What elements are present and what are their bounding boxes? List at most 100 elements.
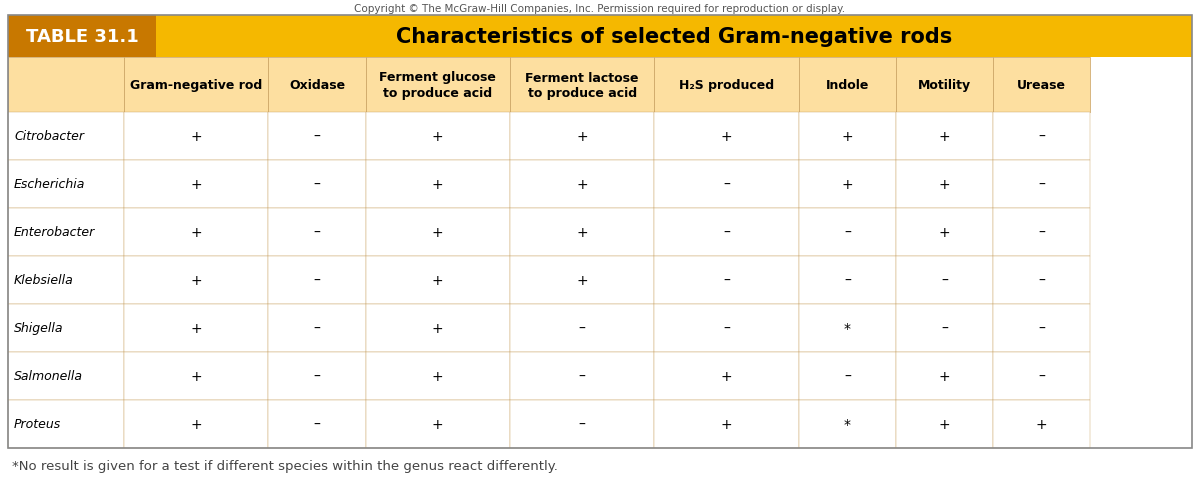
Text: Ferment lactose
to produce acid: Ferment lactose to produce acid	[526, 72, 638, 99]
Text: –: –	[578, 369, 586, 383]
Text: +: +	[721, 130, 732, 144]
FancyBboxPatch shape	[896, 58, 994, 113]
Text: –: –	[1038, 130, 1045, 144]
Text: +: +	[576, 130, 588, 144]
FancyBboxPatch shape	[896, 113, 994, 161]
FancyBboxPatch shape	[799, 209, 896, 256]
FancyBboxPatch shape	[510, 161, 654, 209]
Text: +: +	[432, 321, 444, 336]
Text: H₂S produced: H₂S produced	[679, 79, 774, 92]
Text: –: –	[1038, 226, 1045, 240]
FancyBboxPatch shape	[896, 304, 994, 352]
FancyBboxPatch shape	[510, 352, 654, 400]
Text: –: –	[1038, 369, 1045, 383]
FancyBboxPatch shape	[799, 304, 896, 352]
Text: +: +	[432, 417, 444, 431]
FancyBboxPatch shape	[896, 256, 994, 304]
Text: Motility: Motility	[918, 79, 971, 92]
Text: +: +	[576, 226, 588, 240]
FancyBboxPatch shape	[654, 256, 799, 304]
Text: –: –	[844, 369, 851, 383]
FancyBboxPatch shape	[124, 113, 269, 161]
FancyBboxPatch shape	[124, 58, 269, 113]
FancyBboxPatch shape	[269, 352, 366, 400]
Text: Indole: Indole	[826, 79, 869, 92]
FancyBboxPatch shape	[654, 161, 799, 209]
FancyBboxPatch shape	[366, 113, 510, 161]
Text: +: +	[1036, 417, 1048, 431]
Text: –: –	[313, 321, 320, 336]
Text: –: –	[1038, 178, 1045, 192]
Text: Enterobacter: Enterobacter	[14, 226, 95, 239]
FancyBboxPatch shape	[124, 352, 269, 400]
FancyBboxPatch shape	[799, 113, 896, 161]
FancyBboxPatch shape	[654, 352, 799, 400]
FancyBboxPatch shape	[124, 304, 269, 352]
FancyBboxPatch shape	[269, 58, 366, 113]
FancyBboxPatch shape	[269, 256, 366, 304]
FancyBboxPatch shape	[654, 400, 799, 448]
FancyBboxPatch shape	[896, 400, 994, 448]
FancyBboxPatch shape	[654, 209, 799, 256]
Text: –: –	[941, 321, 948, 336]
Text: –: –	[844, 274, 851, 288]
FancyBboxPatch shape	[799, 400, 896, 448]
Text: +: +	[191, 417, 202, 431]
Text: +: +	[432, 226, 444, 240]
FancyBboxPatch shape	[994, 304, 1090, 352]
FancyBboxPatch shape	[510, 209, 654, 256]
FancyBboxPatch shape	[654, 58, 799, 113]
FancyBboxPatch shape	[994, 113, 1090, 161]
FancyBboxPatch shape	[510, 304, 654, 352]
Text: Ferment glucose
to produce acid: Ferment glucose to produce acid	[379, 72, 497, 99]
FancyBboxPatch shape	[510, 256, 654, 304]
Text: Proteus: Proteus	[14, 418, 61, 431]
Text: Gram-negative rod: Gram-negative rod	[130, 79, 263, 92]
Text: Characteristics of selected Gram-negative rods: Characteristics of selected Gram-negativ…	[396, 27, 952, 47]
Text: –: –	[844, 226, 851, 240]
FancyBboxPatch shape	[124, 256, 269, 304]
FancyBboxPatch shape	[799, 256, 896, 304]
Text: –: –	[724, 178, 730, 192]
Text: –: –	[1038, 321, 1045, 336]
FancyBboxPatch shape	[269, 209, 366, 256]
Text: Escherichia: Escherichia	[14, 178, 85, 191]
FancyBboxPatch shape	[124, 400, 269, 448]
FancyBboxPatch shape	[366, 58, 510, 113]
FancyBboxPatch shape	[366, 400, 510, 448]
FancyBboxPatch shape	[8, 256, 124, 304]
Text: +: +	[191, 274, 202, 288]
Text: +: +	[938, 130, 950, 144]
FancyBboxPatch shape	[8, 113, 124, 161]
FancyBboxPatch shape	[269, 113, 366, 161]
Text: Urease: Urease	[1018, 79, 1066, 92]
Text: –: –	[313, 369, 320, 383]
FancyBboxPatch shape	[8, 400, 124, 448]
Text: TABLE 31.1: TABLE 31.1	[25, 28, 138, 46]
FancyBboxPatch shape	[269, 304, 366, 352]
FancyBboxPatch shape	[994, 58, 1090, 113]
FancyBboxPatch shape	[269, 400, 366, 448]
Text: +: +	[432, 178, 444, 192]
FancyBboxPatch shape	[8, 58, 124, 113]
Text: Shigella: Shigella	[14, 322, 64, 335]
FancyBboxPatch shape	[994, 209, 1090, 256]
FancyBboxPatch shape	[156, 16, 1192, 58]
Text: –: –	[724, 226, 730, 240]
Text: +: +	[721, 417, 732, 431]
Text: +: +	[432, 130, 444, 144]
Text: –: –	[578, 417, 586, 431]
Text: –: –	[1038, 274, 1045, 288]
FancyBboxPatch shape	[799, 352, 896, 400]
Text: Oxidase: Oxidase	[289, 79, 346, 92]
FancyBboxPatch shape	[896, 352, 994, 400]
Text: +: +	[432, 369, 444, 383]
Text: +: +	[191, 226, 202, 240]
FancyBboxPatch shape	[8, 16, 156, 58]
Text: –: –	[313, 226, 320, 240]
Text: +: +	[191, 321, 202, 336]
Text: +: +	[191, 369, 202, 383]
FancyBboxPatch shape	[994, 256, 1090, 304]
FancyBboxPatch shape	[124, 209, 269, 256]
FancyBboxPatch shape	[654, 304, 799, 352]
